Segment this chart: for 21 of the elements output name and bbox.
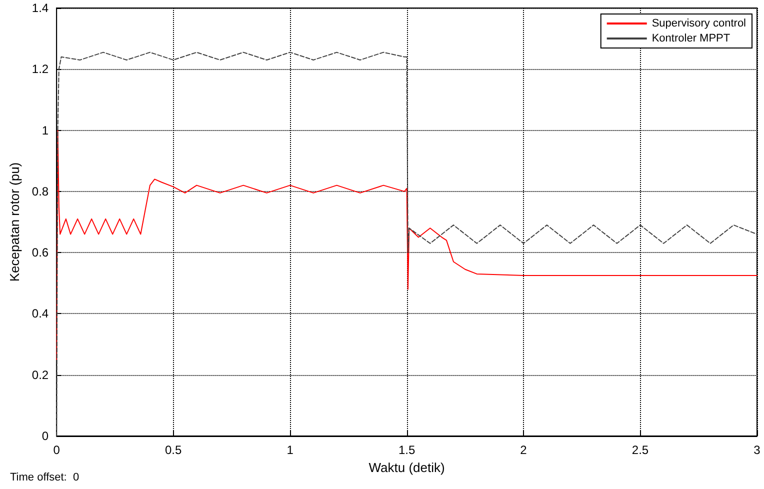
y-axis-title: Kecepatan rotor (pu) [7,162,22,282]
legend-label: Kontroler MPPT [652,32,730,44]
text: Time offset: 0 [10,472,80,484]
x-tick-label: 0.5 [164,443,182,457]
y-tick-label: 0.4 [32,306,49,321]
x-tick-label: 1.5 [398,443,416,457]
x-tick-label: 1 [286,443,294,457]
y-tick-label: 0.8 [32,184,49,198]
y-tick-label: 1.4 [32,1,49,15]
y-tick-label: 1 [42,123,49,138]
y-tick-label: 1.2 [32,62,49,76]
y-tick-label: 0 [42,429,49,443]
line-series [56,130,758,360]
legend-label: Supervisory control [652,18,746,30]
x-tick-label: 0 [53,443,60,457]
x-axis-title: Waktu (detik) [368,460,445,475]
x-tick-label: 3 [754,443,761,457]
y-tick-label: 0.6 [32,246,49,260]
y-tick-label: 0.2 [32,368,49,382]
x-tick-label: 2.5 [632,443,649,457]
x-tick-label: 2 [520,443,528,457]
